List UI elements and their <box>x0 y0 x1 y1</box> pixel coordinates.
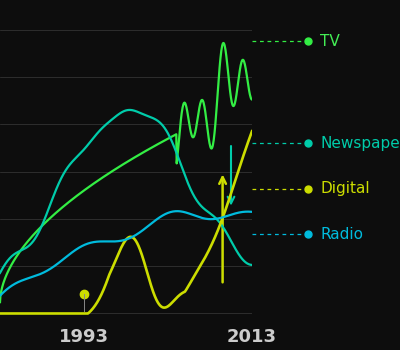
Text: Radio: Radio <box>320 226 363 242</box>
Text: Digital: Digital <box>320 181 370 196</box>
Text: TV: TV <box>320 34 340 49</box>
Text: Newspaper: Newspaper <box>320 136 400 151</box>
